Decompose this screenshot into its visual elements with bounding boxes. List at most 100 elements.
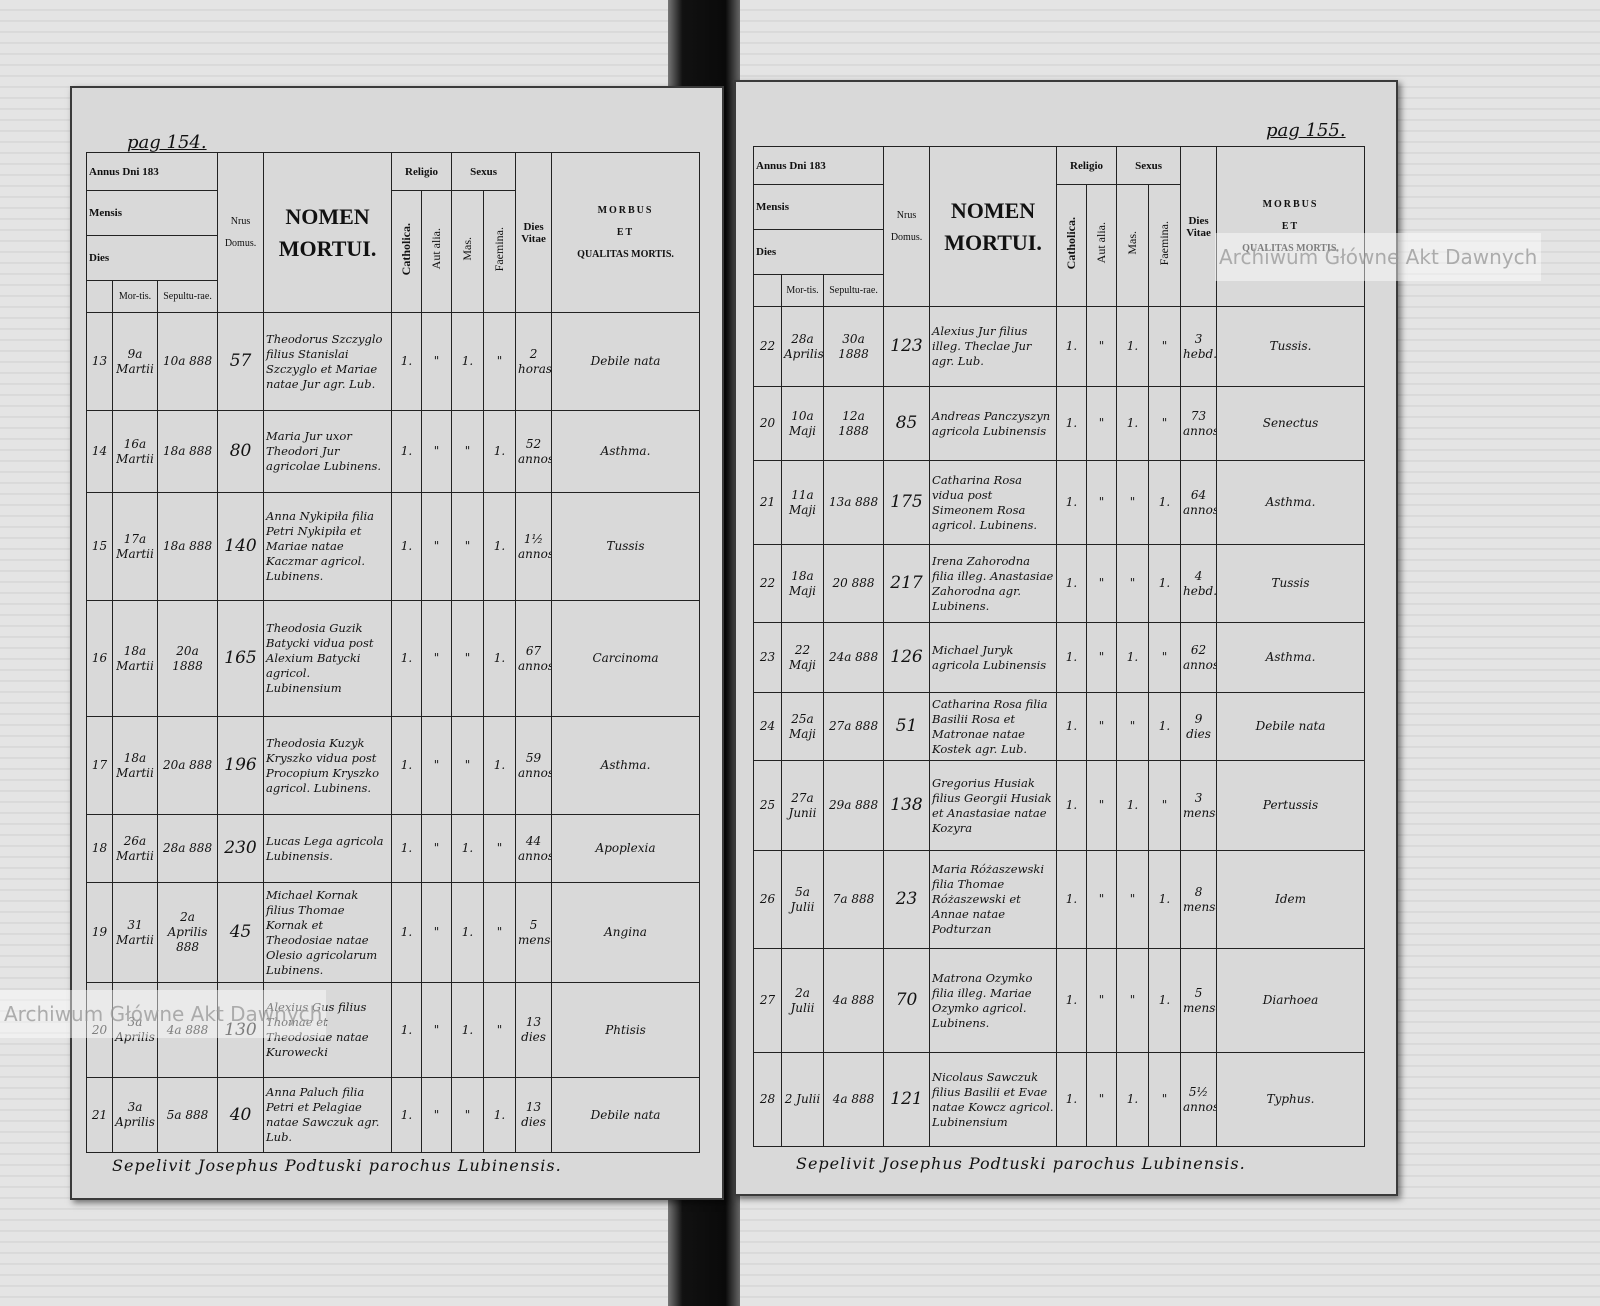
header-text: Religio bbox=[1070, 159, 1104, 172]
register-row: 21 11a Maji 13a 888 175 Catharina Rosa vidua… bbox=[753, 460, 1366, 545]
register-row: 14 16a Martii 18a 888 80 Maria Jur uxor Theo… bbox=[86, 410, 701, 493]
cell: 31 Martii bbox=[112, 882, 158, 983]
cell: 10a Maji bbox=[781, 386, 824, 461]
header-cell: Mor-tis. bbox=[112, 280, 158, 313]
header-text: Domus. bbox=[224, 238, 257, 249]
cell: " bbox=[1148, 386, 1182, 461]
cell: 18 bbox=[86, 814, 113, 883]
cell: " bbox=[421, 312, 453, 411]
register-row: 18 26a Martii 28a 888 230 Lucas Lega agricol… bbox=[86, 814, 701, 883]
header-text: Dies Vitae bbox=[521, 220, 546, 245]
register-row: 15 17a Martii 18a 888 140 Anna Nykipiła fili… bbox=[86, 492, 701, 601]
cell: 7a 888 bbox=[822, 850, 885, 949]
cell: " bbox=[1148, 1052, 1182, 1147]
header-text: QUALITAS MORTIS. bbox=[577, 248, 674, 260]
cell: 13 dies bbox=[515, 982, 553, 1078]
cell: 24a 888 bbox=[822, 622, 885, 693]
cell: 18a 888 bbox=[156, 492, 219, 601]
cell: 18a Maji bbox=[781, 544, 824, 623]
cell: 1. bbox=[483, 1077, 517, 1153]
cell: 20 bbox=[753, 386, 782, 461]
cell: 130 bbox=[217, 982, 265, 1078]
header-cell: Mensis bbox=[85, 190, 219, 236]
header-text: Mas. bbox=[1125, 231, 1140, 255]
header-text: Annus Dni 183 bbox=[89, 165, 159, 178]
header-text: QUALITAS MORTIS. bbox=[1242, 242, 1339, 254]
cell: 40 bbox=[217, 1077, 265, 1153]
cell: Theodosia Guzik Batycki vidua post Alexi… bbox=[263, 600, 393, 717]
cell: 3a Aprilis bbox=[112, 1077, 158, 1153]
header-text: Nrus bbox=[896, 210, 917, 221]
cell: 1. bbox=[1116, 386, 1150, 461]
cell: 17a Martii bbox=[112, 492, 158, 601]
header-cell: Nrus Domus. bbox=[883, 146, 931, 307]
register-row: 20 10a Maji 12a 1888 85 Andreas Panczyszyn a… bbox=[753, 386, 1366, 461]
header-text: MORTUI. bbox=[944, 229, 1042, 255]
cell: 217 bbox=[883, 544, 931, 623]
cell: 5 menses bbox=[1180, 948, 1218, 1053]
cell: " bbox=[451, 492, 485, 601]
cell: " bbox=[451, 410, 485, 493]
cell: 1. bbox=[483, 492, 517, 601]
header-cell: Catholica. bbox=[1056, 184, 1088, 307]
cell: 1. bbox=[483, 716, 517, 815]
cell: Phtisis bbox=[551, 982, 701, 1078]
cell: 123 bbox=[883, 306, 931, 387]
cell: Asthma. bbox=[551, 410, 701, 493]
header-text: Mensis bbox=[756, 201, 789, 213]
cell: " bbox=[1086, 948, 1118, 1053]
footer: Sepelivit Josephus Podtuski parochus Lub… bbox=[796, 1154, 1246, 1173]
cell: Gregorius Husiak filius Georgii Husiak e… bbox=[929, 760, 1058, 851]
header-cell: Nrus Domus. bbox=[217, 152, 265, 313]
header-cell: Religio bbox=[391, 152, 453, 191]
header-text: ET bbox=[616, 226, 635, 238]
header-text: MORBUS bbox=[597, 204, 654, 216]
header-text: Aut alia. bbox=[429, 228, 444, 270]
cell: 57 bbox=[217, 312, 265, 411]
register-row: 19 31 Martii 2a Aprilis 888 45 Michael Korna… bbox=[86, 882, 701, 983]
cell: 1. bbox=[483, 410, 517, 493]
register-row: 22 18a Maji 20 888 217 Irena Zahorodna filia… bbox=[753, 544, 1366, 623]
cell: " bbox=[421, 716, 453, 815]
cell: 28a 888 bbox=[156, 814, 219, 883]
cell: 1. bbox=[1148, 948, 1182, 1053]
cell: 67 annos bbox=[515, 600, 553, 717]
footer: Sepelivit Josephus Podtuski parochus Lub… bbox=[112, 1156, 562, 1175]
header-text: Nrus bbox=[230, 216, 251, 227]
cell: " bbox=[1116, 544, 1150, 623]
cell: 24 bbox=[753, 692, 782, 761]
cell: 3 menses bbox=[1180, 760, 1218, 851]
header-cell bbox=[753, 274, 782, 307]
cell: 12a 1888 bbox=[822, 386, 885, 461]
page-label: pag 154. bbox=[127, 132, 207, 153]
cell: Irena Zahorodna filia illeg. Anastasiae … bbox=[929, 544, 1058, 623]
cell: 1. bbox=[1116, 760, 1150, 851]
cell: 51 bbox=[883, 692, 931, 761]
cell: 17 bbox=[86, 716, 113, 815]
cell: 4a 888 bbox=[156, 982, 219, 1078]
cell: 18a 888 bbox=[156, 410, 219, 493]
header-cell: Mas. bbox=[451, 190, 485, 313]
header-cell: Aut alia. bbox=[1086, 184, 1118, 307]
cell: 70 bbox=[883, 948, 931, 1053]
register-row: 26 5a Julii 7a 888 23 Maria Różaszewski fili… bbox=[753, 850, 1366, 949]
cell: Apoplexia bbox=[551, 814, 701, 883]
cell: " bbox=[451, 1077, 485, 1153]
cell: 18a Martii bbox=[112, 600, 158, 717]
cell: Debile nata bbox=[551, 1077, 701, 1153]
cell: 22 bbox=[753, 306, 782, 387]
cell: 1. bbox=[1116, 306, 1150, 387]
cell: 1. bbox=[1148, 460, 1182, 545]
cell: 1½ annos bbox=[515, 492, 553, 601]
register-table: Annus Dni 183 Nrus Domus. NOMEN MORTUI. Re… bbox=[85, 152, 701, 1153]
cell: 140 bbox=[217, 492, 265, 601]
cell: " bbox=[421, 982, 453, 1078]
cell: 20 888 bbox=[822, 544, 885, 623]
register-table: Annus Dni 183 Nrus Domus. NOMEN MORTUI. Re… bbox=[752, 146, 1366, 1147]
cell: 1. bbox=[1148, 692, 1182, 761]
cell: 27a 888 bbox=[822, 692, 885, 761]
cell: 4a 888 bbox=[822, 1052, 885, 1147]
cell: Diarhoea bbox=[1216, 948, 1366, 1053]
cell: 30a 1888 bbox=[822, 306, 885, 387]
cell: " bbox=[483, 814, 517, 883]
